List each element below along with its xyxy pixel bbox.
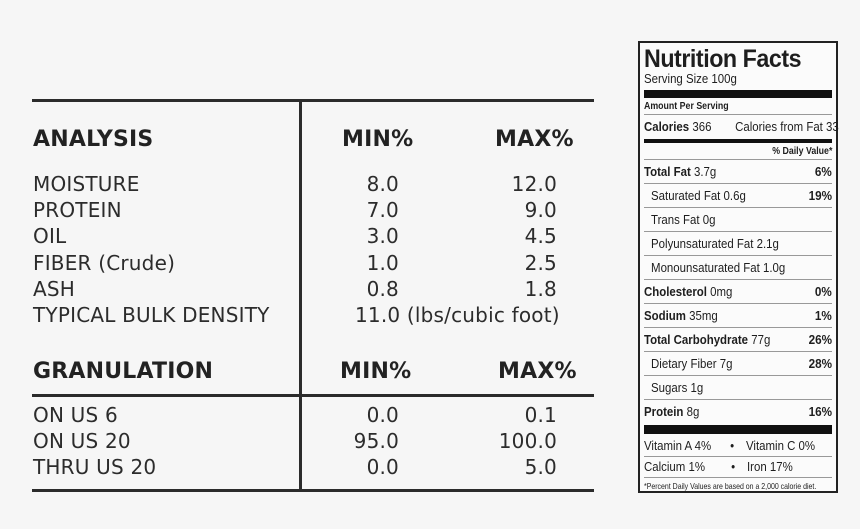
nutrient-row-trans-fat: Trans Fat 0g bbox=[644, 208, 832, 232]
analysis-row-max: 2.5 bbox=[524, 251, 557, 275]
nutrient-row-protein: Protein 8g 16% bbox=[644, 404, 832, 419]
granulation-row-max: 100.0 bbox=[498, 429, 557, 453]
footnote: *Percent Daily Values are based on a 2,0… bbox=[644, 481, 817, 491]
medium-rule bbox=[644, 139, 832, 143]
granulation-row-max: 0.1 bbox=[524, 403, 557, 427]
daily-value-header: % Daily Value* bbox=[644, 145, 832, 160]
bulk-density-value: 11.0 (lbs/cubic foot) bbox=[355, 303, 560, 327]
analysis-max-header: MAX% bbox=[495, 127, 574, 152]
calories-label: Calories bbox=[644, 119, 690, 134]
analysis-row-min: 8.0 bbox=[366, 172, 399, 196]
nutrient-row-total-carbohydrate: Total Carbohydrate 77g 26% bbox=[644, 328, 832, 352]
nutrient-row-total-fat: Total Fat 3.7g 6% bbox=[644, 160, 832, 184]
granulation-row-min: 0.0 bbox=[366, 455, 399, 479]
analysis-row-label: ASH bbox=[33, 277, 76, 301]
granulation-header: GRANULATION bbox=[33, 359, 214, 384]
specification-table: ANALYSIS MIN% MAX% MOISTURE 8.0 12.0 PRO… bbox=[32, 99, 594, 492]
granulation-max-header: MAX% bbox=[498, 359, 577, 384]
table-bottom-rule bbox=[32, 489, 594, 492]
granulation-row-max: 5.0 bbox=[524, 455, 557, 479]
analysis-row-max: 9.0 bbox=[524, 198, 557, 222]
mineral-row: Calcium 1% • Iron 17% bbox=[644, 457, 832, 478]
analysis-row-max: 1.8 bbox=[524, 277, 557, 301]
vitamin-a: Vitamin A 4% bbox=[644, 438, 712, 453]
analysis-row-label: OIL bbox=[33, 224, 67, 248]
analysis-row-max: 12.0 bbox=[511, 172, 557, 196]
analysis-row-label: MOISTURE bbox=[33, 172, 140, 196]
analysis-row-label: FIBER (Crude) bbox=[33, 251, 176, 275]
nutrient-row-cholesterol: Cholesterol 0mg 0% bbox=[644, 280, 832, 304]
analysis-row-min: 3.0 bbox=[366, 224, 399, 248]
nutrient-row-dietary-fiber: Dietary Fiber 7g 28% bbox=[644, 352, 832, 376]
vitamin-c: Vitamin C 0% bbox=[746, 438, 816, 453]
calcium: Calcium 1% bbox=[644, 459, 706, 474]
analysis-row-label: PROTEIN bbox=[33, 198, 122, 222]
granulation-row-label: ON US 6 bbox=[33, 403, 118, 427]
nutrient-row-sugars: Sugars 1g bbox=[644, 376, 832, 400]
serving-size: Serving Size 100g bbox=[644, 71, 737, 86]
analysis-header: ANALYSIS bbox=[33, 127, 154, 152]
analysis-row-min: 0.8 bbox=[366, 277, 399, 301]
granulation-row-min: 0.0 bbox=[366, 403, 399, 427]
analysis-row-min: 1.0 bbox=[366, 251, 399, 275]
nutrition-title: Nutrition Facts bbox=[644, 45, 802, 73]
table-top-rule bbox=[32, 99, 594, 102]
nutrition-facts-panel: Nutrition Facts Serving Size 100g Amount… bbox=[638, 41, 838, 493]
granulation-min-header: MIN% bbox=[340, 359, 412, 384]
analysis-row-max: 4.5 bbox=[524, 224, 557, 248]
heavy-rule bbox=[644, 425, 832, 434]
iron: Iron 17% bbox=[747, 459, 794, 474]
vitamin-row: Vitamin A 4% • Vitamin C 0% bbox=[644, 436, 832, 457]
granulation-row-min: 95.0 bbox=[353, 429, 399, 453]
bullet-separator: • bbox=[731, 459, 736, 474]
nutrient-row-saturated-fat: Saturated Fat 0.6g 19% bbox=[644, 184, 832, 208]
column-divider bbox=[299, 99, 302, 492]
calories-from-fat: Calories from Fat 33 bbox=[734, 119, 839, 134]
nutrient-row-polyunsaturated-fat: Polyunsaturated Fat 2.1g bbox=[644, 232, 832, 256]
thick-rule bbox=[644, 90, 832, 98]
analysis-min-header: MIN% bbox=[342, 127, 414, 152]
amount-per-serving: Amount Per Serving bbox=[644, 100, 832, 115]
calories-row: Calories 366 Calories from Fat 33 bbox=[644, 115, 838, 138]
bullet-separator: • bbox=[730, 438, 735, 453]
calories-value: 366 bbox=[692, 119, 712, 134]
nutrient-row-monounsaturated-fat: Monounsaturated Fat 1.0g bbox=[644, 256, 832, 280]
granulation-header-rule bbox=[32, 394, 594, 397]
nutrient-row-sodium: Sodium 35mg 1% bbox=[644, 304, 832, 328]
granulation-row-label: ON US 20 bbox=[33, 429, 131, 453]
bulk-density-label: TYPICAL BULK DENSITY bbox=[33, 303, 270, 327]
granulation-row-label: THRU US 20 bbox=[33, 455, 157, 479]
analysis-row-min: 7.0 bbox=[366, 198, 399, 222]
